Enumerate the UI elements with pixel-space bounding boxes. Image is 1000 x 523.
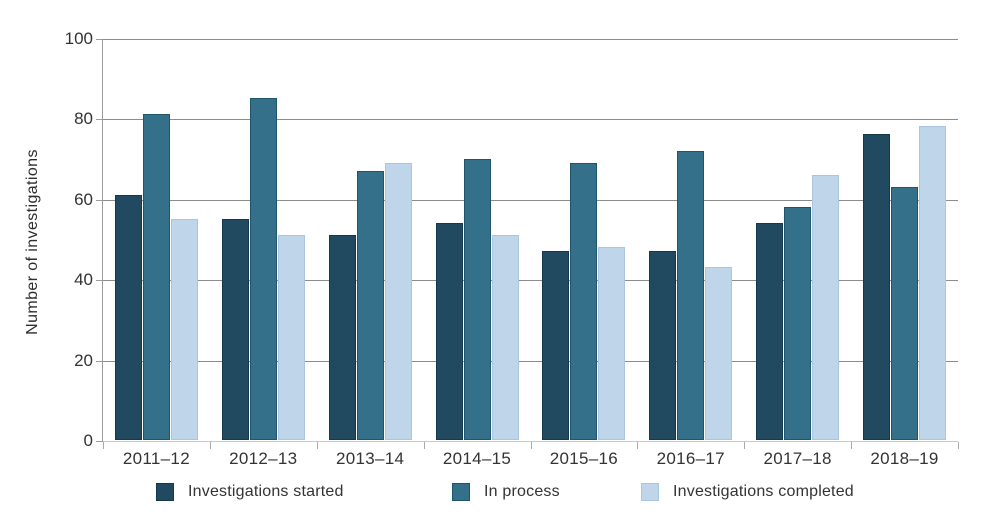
- y-tick-mark: [96, 39, 102, 40]
- legend-swatch: [452, 483, 470, 501]
- bar: [142, 114, 170, 440]
- bar-group-2011–12: [103, 38, 210, 440]
- gridline-100: [103, 39, 958, 40]
- bar: [784, 206, 812, 440]
- bar-group-2018–19: [851, 38, 958, 440]
- x-tick-mark: [530, 442, 532, 449]
- y-axis-title: Number of investigations: [24, 149, 41, 335]
- plot-area: [96, 38, 958, 442]
- gridline-40: [103, 280, 958, 282]
- x-tick-label: 2014–15: [442, 449, 512, 468]
- y-tick-mark: [96, 119, 102, 121]
- legend-label: In process: [484, 483, 560, 500]
- legend-label: Investigations started: [188, 483, 344, 500]
- bar: [891, 186, 919, 440]
- bar: [649, 251, 677, 440]
- bar: [435, 222, 463, 440]
- bar-group-2015–16: [531, 38, 638, 440]
- gridline-20: [103, 360, 958, 362]
- x-tick-mark: [316, 442, 318, 449]
- legend-item: Investigations completed: [641, 483, 854, 501]
- bar: [277, 234, 305, 440]
- bar: [328, 234, 356, 440]
- bar: [356, 170, 384, 440]
- bar: [863, 134, 891, 440]
- bar: [812, 174, 840, 440]
- bar-group-2013–14: [317, 38, 424, 440]
- bar: [756, 222, 784, 440]
- bar: [221, 218, 249, 440]
- bar: [705, 267, 733, 440]
- bar: [170, 218, 198, 440]
- gridline-80: [103, 119, 958, 121]
- y-tick-mark: [96, 199, 102, 201]
- bar: [114, 194, 142, 440]
- bar-group-2016–17: [637, 38, 744, 440]
- bar-group-2012–13: [210, 38, 317, 440]
- legend-item: In process: [452, 483, 560, 501]
- legend-item: Investigations started: [156, 483, 344, 501]
- bar: [542, 251, 570, 440]
- x-axis-line: [103, 441, 958, 442]
- y-tick-label: 60: [74, 189, 93, 209]
- x-tick-label: 2017–18: [763, 449, 832, 468]
- y-tick-label: 20: [74, 350, 93, 370]
- legend-swatch: [156, 483, 174, 501]
- bar: [249, 98, 277, 440]
- y-tick-label: 80: [74, 109, 93, 129]
- x-tick-label: 2012–13: [229, 449, 298, 468]
- bar: [491, 234, 519, 440]
- x-tick-mark: [744, 442, 746, 449]
- bar: [570, 162, 598, 440]
- legend-swatch: [641, 483, 659, 501]
- y-tick-label: 0: [83, 431, 93, 450]
- y-tick-label: 40: [74, 270, 93, 290]
- x-tick-label: 2011–12: [122, 449, 190, 468]
- y-tick-label: 100: [64, 29, 93, 48]
- bar: [384, 162, 412, 440]
- x-tick-mark: [103, 442, 104, 449]
- x-tick-mark: [637, 442, 639, 449]
- legend: Investigations started In process Investig…: [0, 483, 1000, 505]
- x-tick-mark: [958, 442, 959, 449]
- x-tick-mark: [209, 442, 211, 449]
- x-tick-mark: [851, 442, 853, 449]
- bar: [677, 150, 705, 440]
- y-tick-mark: [96, 441, 102, 442]
- bar-group-2014–15: [424, 38, 531, 440]
- y-tick-mark: [96, 360, 102, 362]
- x-tick-label: 2018–19: [870, 449, 939, 468]
- x-tick-label: 2015–16: [549, 449, 619, 468]
- bar: [463, 158, 491, 440]
- bar: [919, 126, 947, 440]
- bar-group-2017–18: [744, 38, 851, 440]
- y-axis-line: [102, 39, 103, 442]
- legend-label: Investigations completed: [673, 483, 854, 500]
- gridline-60: [103, 199, 958, 201]
- y-tick-mark: [96, 280, 102, 282]
- x-tick-mark: [423, 442, 425, 449]
- x-tick-label: 2013–14: [336, 449, 405, 468]
- x-tick-label: 2016–17: [656, 449, 725, 468]
- bar: [598, 247, 626, 440]
